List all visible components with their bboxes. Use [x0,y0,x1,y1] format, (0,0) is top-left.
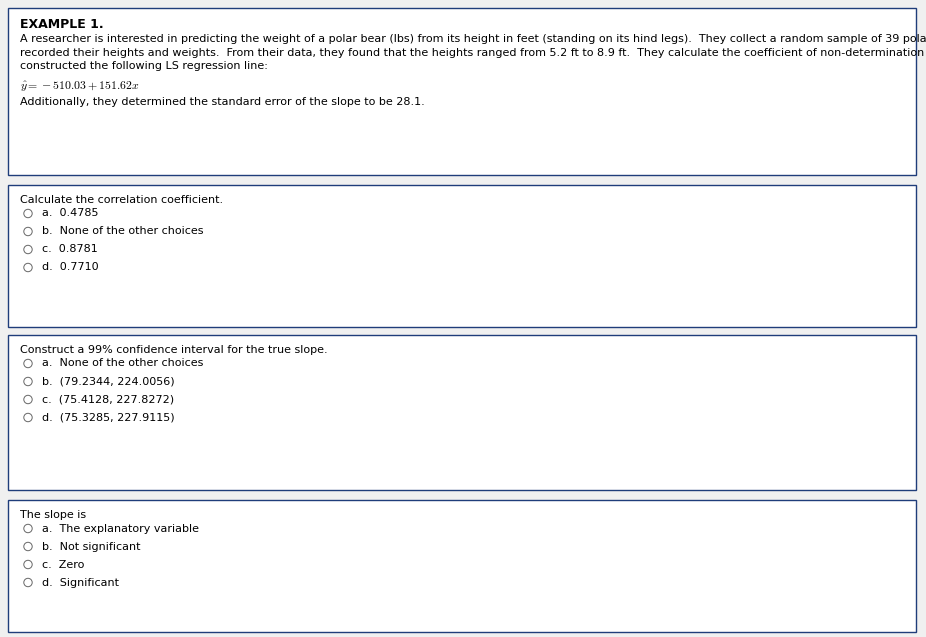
Circle shape [24,227,32,236]
Text: a.  0.4785: a. 0.4785 [42,208,98,218]
Circle shape [24,359,32,368]
Text: EXAMPLE 1.: EXAMPLE 1. [20,18,104,31]
Text: recorded their heights and weights.  From their data, they found that the height: recorded their heights and weights. From… [20,48,926,57]
Text: constructed the following LS regression line:: constructed the following LS regression … [20,61,268,71]
Circle shape [24,210,32,218]
Text: a.  None of the other choices: a. None of the other choices [42,359,204,368]
Text: c.  0.8781: c. 0.8781 [42,245,98,255]
Text: b.  Not significant: b. Not significant [42,541,141,552]
Text: b.  None of the other choices: b. None of the other choices [42,227,204,236]
Circle shape [24,396,32,404]
FancyBboxPatch shape [8,185,916,327]
Text: $\hat{y} = -510.03 + 151.62x$: $\hat{y} = -510.03 + 151.62x$ [20,80,140,94]
Text: Construct a 99% confidence interval for the true slope.: Construct a 99% confidence interval for … [20,345,328,355]
Text: b.  (79.2344, 224.0056): b. (79.2344, 224.0056) [42,376,175,387]
FancyBboxPatch shape [8,500,916,632]
Text: Additionally, they determined the standard error of the slope to be 28.1.: Additionally, they determined the standa… [20,97,425,107]
Circle shape [24,263,32,272]
FancyBboxPatch shape [8,8,916,175]
FancyBboxPatch shape [8,335,916,490]
Text: d.  Significant: d. Significant [42,578,119,587]
Circle shape [24,561,32,569]
Text: A researcher is interested in predicting the weight of a polar bear (lbs) from i: A researcher is interested in predicting… [20,34,926,44]
Text: The slope is: The slope is [20,510,86,520]
Circle shape [24,578,32,587]
Text: d.  0.7710: d. 0.7710 [42,262,99,273]
Circle shape [24,524,32,533]
Circle shape [24,245,32,254]
Text: Calculate the correlation coefficient.: Calculate the correlation coefficient. [20,195,223,205]
Circle shape [24,542,32,551]
Circle shape [24,413,32,422]
Text: d.  (75.3285, 227.9115): d. (75.3285, 227.9115) [42,413,175,422]
Circle shape [24,377,32,385]
Text: a.  The explanatory variable: a. The explanatory variable [42,524,199,534]
Text: c.  (75.4128, 227.8272): c. (75.4128, 227.8272) [42,394,174,404]
Text: c.  Zero: c. Zero [42,559,84,569]
